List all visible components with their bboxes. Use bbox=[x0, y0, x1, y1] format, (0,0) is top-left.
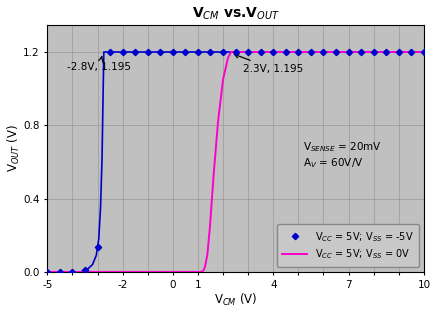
V$_{CC}$ = 5V; V$_{SS}$ = -5V bbox=[170, 50, 175, 54]
V$_{CC}$ = 5V; V$_{SS}$ = -5V bbox=[95, 245, 100, 249]
V$_{CC}$ = 5V; V$_{SS}$ = -5V bbox=[145, 50, 150, 54]
V$_{CC}$ = 5V; V$_{SS}$ = 0V bbox=[215, 120, 221, 123]
V$_{CC}$ = 5V; V$_{SS}$ = -5V bbox=[258, 50, 263, 54]
V$_{CC}$ = 5V; V$_{SS}$ = -5V bbox=[107, 50, 112, 54]
Text: -2.8V, 1.195: -2.8V, 1.195 bbox=[68, 57, 131, 72]
Line: V$_{CC}$ = 5V; V$_{SS}$ = -5V: V$_{CC}$ = 5V; V$_{SS}$ = -5V bbox=[45, 50, 426, 274]
V$_{CC}$ = 5V; V$_{SS}$ = -5V bbox=[45, 270, 50, 274]
V$_{CC}$ = 5V; V$_{SS}$ = -5V bbox=[158, 50, 163, 54]
Text: V$_{SENSE}$ = 20mV
A$_{V}$ = 60V/V: V$_{SENSE}$ = 20mV A$_{V}$ = 60V/V bbox=[303, 140, 382, 170]
V$_{CC}$ = 5V; V$_{SS}$ = -5V bbox=[221, 50, 226, 54]
V$_{CC}$ = 5V; V$_{SS}$ = -5V bbox=[57, 270, 62, 274]
V$_{CC}$ = 5V; V$_{SS}$ = 0V bbox=[421, 50, 426, 54]
V$_{CC}$ = 5V; V$_{SS}$ = -5V bbox=[384, 50, 389, 54]
V$_{CC}$ = 5V; V$_{SS}$ = -5V bbox=[208, 50, 213, 54]
V$_{CC}$ = 5V; V$_{SS}$ = 0V bbox=[347, 50, 352, 54]
V$_{CC}$ = 5V; V$_{SS}$ = -5V bbox=[183, 50, 188, 54]
V$_{CC}$ = 5V; V$_{SS}$ = -5V bbox=[308, 50, 313, 54]
V$_{CC}$ = 5V; V$_{SS}$ = -5V bbox=[421, 50, 426, 54]
V$_{CC}$ = 5V; V$_{SS}$ = 0V bbox=[176, 270, 181, 274]
V$_{CC}$ = 5V; V$_{SS}$ = -5V bbox=[133, 50, 138, 54]
V$_{CC}$ = 5V; V$_{SS}$ = -5V bbox=[70, 270, 75, 274]
V$_{CC}$ = 5V; V$_{SS}$ = 0V bbox=[45, 270, 50, 274]
V$_{CC}$ = 5V; V$_{SS}$ = 0V bbox=[201, 269, 206, 273]
V$_{CC}$ = 5V; V$_{SS}$ = -5V bbox=[120, 50, 125, 54]
V$_{CC}$ = 5V; V$_{SS}$ = 0V bbox=[287, 50, 293, 54]
V$_{CC}$ = 5V; V$_{SS}$ = 0V bbox=[89, 270, 94, 274]
V$_{CC}$ = 5V; V$_{SS}$ = -5V bbox=[321, 50, 326, 54]
V$_{CC}$ = 5V; V$_{SS}$ = -5V bbox=[195, 50, 201, 54]
Text: 2.3V, 1.195: 2.3V, 1.195 bbox=[235, 54, 303, 74]
V$_{CC}$ = 5V; V$_{SS}$ = -5V bbox=[233, 50, 238, 54]
Y-axis label: V$_{OUT}$ (V): V$_{OUT}$ (V) bbox=[6, 124, 22, 172]
V$_{CC}$ = 5V; V$_{SS}$ = -5V bbox=[245, 50, 251, 54]
V$_{CC}$ = 5V; V$_{SS}$ = 0V bbox=[228, 50, 233, 54]
V$_{CC}$ = 5V; V$_{SS}$ = -5V bbox=[358, 50, 364, 54]
V$_{CC}$ = 5V; V$_{SS}$ = -5V bbox=[82, 268, 88, 272]
V$_{CC}$ = 5V; V$_{SS}$ = -5V bbox=[346, 50, 351, 54]
V$_{CC}$ = 5V; V$_{SS}$ = -5V bbox=[409, 50, 414, 54]
Legend: V$_{CC}$ = 5V; V$_{SS}$ = -5V, V$_{CC}$ = 5V; V$_{SS}$ = 0V: V$_{CC}$ = 5V; V$_{SS}$ = -5V, V$_{CC}$ … bbox=[276, 224, 419, 267]
V$_{CC}$ = 5V; V$_{SS}$ = -5V bbox=[296, 50, 301, 54]
V$_{CC}$ = 5V; V$_{SS}$ = -5V bbox=[271, 50, 276, 54]
V$_{CC}$ = 5V; V$_{SS}$ = -5V bbox=[396, 50, 402, 54]
Title: V$_{CM}$ vs.V$_{OUT}$: V$_{CM}$ vs.V$_{OUT}$ bbox=[191, 6, 279, 22]
V$_{CC}$ = 5V; V$_{SS}$ = -5V bbox=[371, 50, 376, 54]
Line: V$_{CC}$ = 5V; V$_{SS}$ = 0V: V$_{CC}$ = 5V; V$_{SS}$ = 0V bbox=[48, 52, 424, 272]
V$_{CC}$ = 5V; V$_{SS}$ = -5V bbox=[334, 50, 339, 54]
V$_{CC}$ = 5V; V$_{SS}$ = -5V bbox=[283, 50, 289, 54]
X-axis label: V$_{CM}$ (V): V$_{CM}$ (V) bbox=[214, 292, 257, 308]
